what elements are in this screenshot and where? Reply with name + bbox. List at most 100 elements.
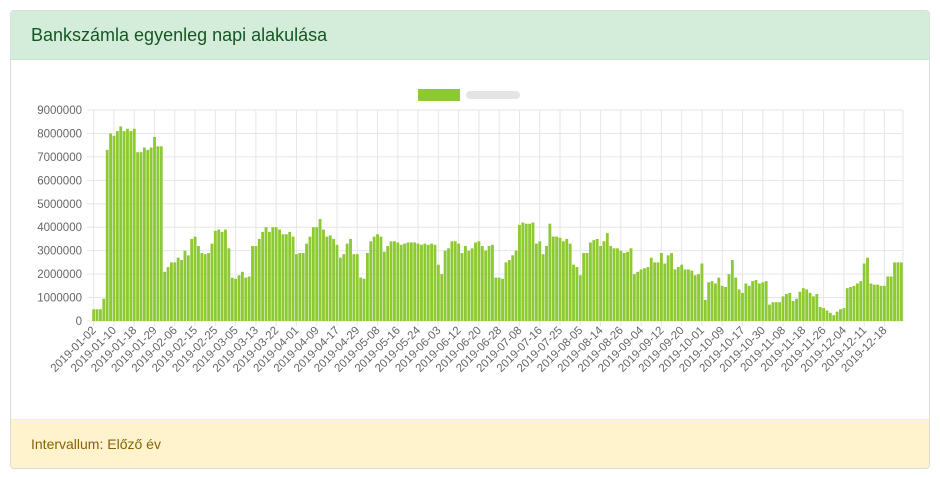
bar [305, 243, 308, 321]
bar [136, 152, 140, 321]
bar [778, 302, 782, 321]
bar [575, 267, 579, 321]
bar [548, 223, 552, 321]
bar [882, 285, 886, 321]
bar [717, 277, 721, 321]
bar [355, 254, 359, 321]
bar [443, 250, 447, 321]
bar [460, 253, 464, 321]
bar [761, 282, 765, 321]
bar [646, 267, 650, 321]
bar [747, 285, 751, 321]
bar [237, 275, 241, 321]
bar [254, 245, 258, 321]
bar [572, 264, 575, 321]
bar [899, 262, 903, 321]
bar [551, 236, 555, 321]
bar [389, 241, 393, 321]
bar [612, 248, 616, 321]
bar [257, 238, 261, 321]
bar [240, 271, 244, 321]
bar [687, 269, 690, 321]
bar [271, 227, 275, 321]
bar [477, 241, 481, 321]
bar [565, 238, 569, 321]
bar [842, 308, 846, 321]
bar [839, 309, 842, 321]
bar [872, 284, 876, 321]
bar [430, 243, 434, 321]
bar [365, 253, 369, 321]
bar [605, 233, 609, 321]
bar [528, 223, 532, 321]
bar [376, 234, 379, 321]
bar [328, 235, 332, 321]
bar [879, 285, 883, 321]
bar [453, 241, 457, 321]
bar [555, 236, 559, 321]
bar [173, 262, 177, 321]
bar [146, 149, 150, 321]
bar [815, 294, 819, 321]
bar [122, 131, 126, 321]
card: Bankszámla egyenleg napi alakulása Inter… [10, 10, 930, 469]
bar [423, 243, 427, 321]
bar [494, 277, 498, 321]
bar [639, 269, 643, 321]
bar [349, 238, 352, 321]
bar [791, 301, 795, 321]
bar [318, 219, 322, 321]
bar [734, 277, 738, 321]
y-tick-label: 7000000 [37, 152, 82, 164]
bar [156, 146, 160, 321]
bar [342, 254, 346, 321]
bar [311, 227, 315, 321]
bar [119, 126, 123, 322]
bar [210, 243, 214, 321]
bar [501, 278, 504, 321]
bar [105, 149, 109, 321]
bar [602, 241, 606, 321]
bar [325, 236, 329, 321]
bar [507, 260, 511, 321]
bar [727, 274, 731, 321]
bar [707, 282, 711, 321]
bar [781, 296, 785, 321]
bar [849, 287, 853, 321]
bar [426, 244, 430, 321]
bar [335, 244, 339, 321]
bar [666, 255, 670, 321]
bar [126, 128, 129, 321]
bar [518, 224, 521, 321]
bar [403, 243, 406, 321]
bar [514, 250, 518, 321]
bar [741, 292, 744, 321]
bar [714, 283, 717, 321]
bar [359, 277, 363, 321]
bar [561, 241, 565, 321]
bar [720, 285, 724, 321]
bar [450, 241, 454, 321]
bar [467, 250, 471, 321]
bar [558, 237, 562, 321]
y-tick-label: 6000000 [37, 175, 82, 187]
bar [217, 229, 221, 321]
bar [95, 309, 99, 321]
bar [163, 271, 167, 321]
y-tick-label: 8000000 [37, 128, 82, 140]
bar [822, 308, 826, 321]
bar [288, 231, 292, 321]
bar [169, 262, 173, 321]
bar [744, 283, 748, 321]
bar [693, 275, 697, 321]
bar [795, 298, 798, 321]
bar [436, 264, 440, 321]
bar [869, 283, 873, 321]
card-header: Bankszámla egyenleg napi alakulása [11, 11, 929, 60]
bar [521, 222, 525, 321]
bar [386, 245, 390, 321]
bar [805, 289, 809, 321]
bar [457, 243, 461, 321]
bar [764, 281, 768, 321]
